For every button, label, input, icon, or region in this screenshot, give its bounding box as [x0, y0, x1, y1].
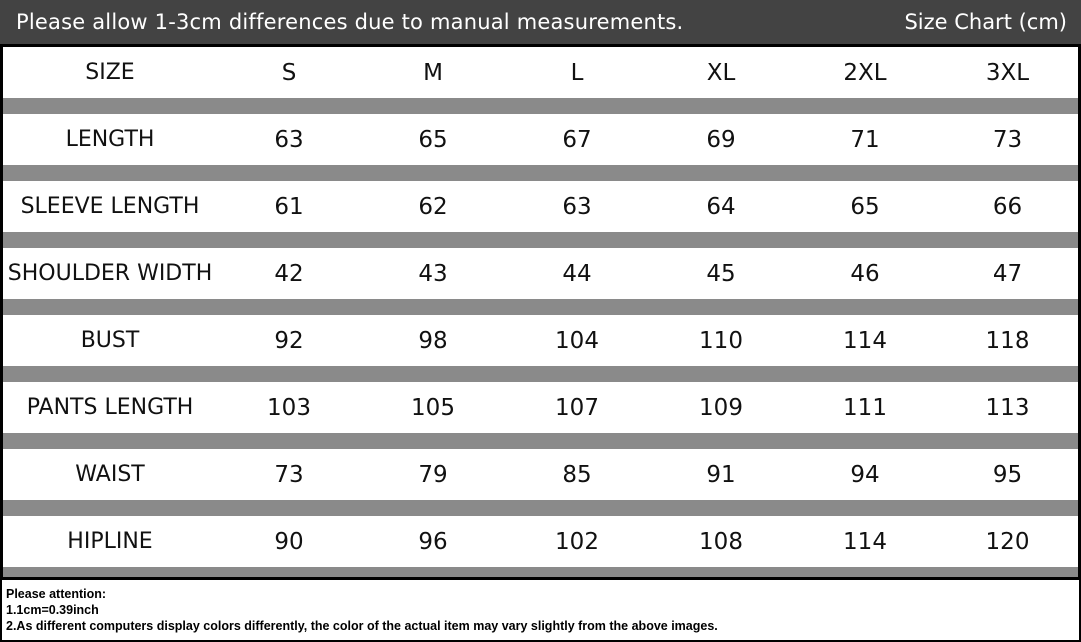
table-row: LENGTH 63 65 67 69 71 73 [3, 114, 1078, 165]
table-cell: 45 [706, 260, 736, 287]
measurement-note: Please allow 1-3cm differences due to ma… [16, 10, 684, 34]
row-label: LENGTH [65, 127, 155, 152]
column-header-2xl: 2XL [843, 59, 887, 86]
table-cell: 105 [411, 394, 455, 421]
row-separator [3, 165, 1078, 181]
color-disclaimer: 2.As different computers display colors … [6, 619, 718, 633]
table-cell: 85 [562, 461, 592, 488]
table-row: BUST 92 98 104 110 114 118 [3, 315, 1078, 366]
row-label: PANTS LENGTH [26, 395, 194, 420]
attention-heading: Please attention: [6, 587, 107, 601]
column-header-s: S [281, 59, 297, 86]
table-cell: 71 [850, 126, 880, 153]
table-cell: 91 [706, 461, 736, 488]
row-separator [3, 98, 1078, 114]
table-cell: 46 [850, 260, 880, 287]
table-cell: 114 [843, 327, 887, 354]
attention-notes: Please attention: 1.1cm=0.39inch 2.As di… [0, 580, 1081, 642]
row-separator [3, 567, 1078, 577]
table-cell: 65 [850, 193, 880, 220]
table-row: WAIST 73 79 85 91 94 95 [3, 449, 1078, 500]
table-cell: 98 [418, 327, 448, 354]
table-row: HIPLINE 90 96 102 108 114 120 [3, 516, 1078, 567]
column-header-m: M [423, 59, 443, 86]
table-header-row: SIZE S M L XL 2XL 3XL [3, 47, 1078, 98]
table-cell: 67 [562, 126, 592, 153]
column-header-xl: XL [706, 59, 736, 86]
table-cell: 44 [562, 260, 592, 287]
column-header-size: SIZE [85, 60, 135, 85]
table-cell: 118 [985, 327, 1030, 354]
row-separator [3, 500, 1078, 516]
row-separator [3, 299, 1078, 315]
table-cell: 73 [992, 126, 1023, 153]
table-cell: 64 [706, 193, 736, 220]
table-cell: 111 [843, 394, 887, 421]
table-cell: 108 [699, 528, 743, 555]
column-header-l: L [570, 59, 584, 86]
table-cell: 114 [843, 528, 887, 555]
table-cell: 66 [992, 193, 1023, 220]
table-cell: 104 [555, 327, 599, 354]
table-cell: 90 [274, 528, 304, 555]
table-cell: 96 [418, 528, 448, 555]
table-cell: 63 [274, 126, 304, 153]
table-cell: 79 [418, 461, 448, 488]
row-label: SHOULDER WIDTH [7, 261, 213, 286]
table-cell: 69 [706, 126, 736, 153]
conversion-note: 1.1cm=0.39inch [6, 603, 99, 617]
chart-title: Size Chart (cm) [904, 10, 1067, 34]
table-row: SHOULDER WIDTH 42 43 44 45 46 47 [3, 248, 1078, 299]
column-header-3xl: 3XL [985, 59, 1030, 86]
table-cell: 110 [699, 327, 743, 354]
row-separator [3, 232, 1078, 248]
table-cell: 113 [985, 394, 1030, 421]
row-label: SLEEVE LENGTH [20, 194, 200, 219]
table-cell: 107 [555, 394, 599, 421]
row-label: HIPLINE [67, 529, 153, 554]
row-separator [3, 366, 1078, 382]
table-cell: 47 [992, 260, 1023, 287]
table-cell: 120 [985, 528, 1030, 555]
header-bar: Please allow 1-3cm differences due to ma… [0, 0, 1081, 44]
table-cell: 43 [418, 260, 448, 287]
table-cell: 65 [418, 126, 448, 153]
table-cell: 62 [418, 193, 448, 220]
table-row: SLEEVE LENGTH 61 62 63 64 65 66 [3, 181, 1078, 232]
table-cell: 42 [274, 260, 304, 287]
row-label: BUST [80, 328, 140, 353]
size-table: SIZE S M L XL 2XL 3XL LENGTH 63 65 67 69… [0, 44, 1081, 580]
table-row: PANTS LENGTH 103 105 107 109 111 113 [3, 382, 1078, 433]
table-cell: 109 [699, 394, 743, 421]
table-cell: 63 [562, 193, 592, 220]
row-label: WAIST [75, 462, 145, 487]
table-cell: 61 [274, 193, 304, 220]
table-cell: 94 [850, 461, 880, 488]
table-cell: 102 [555, 528, 599, 555]
table-cell: 103 [267, 394, 311, 421]
table-cell: 95 [992, 461, 1023, 488]
row-separator [3, 433, 1078, 449]
table-cell: 73 [274, 461, 304, 488]
table-cell: 92 [274, 327, 304, 354]
